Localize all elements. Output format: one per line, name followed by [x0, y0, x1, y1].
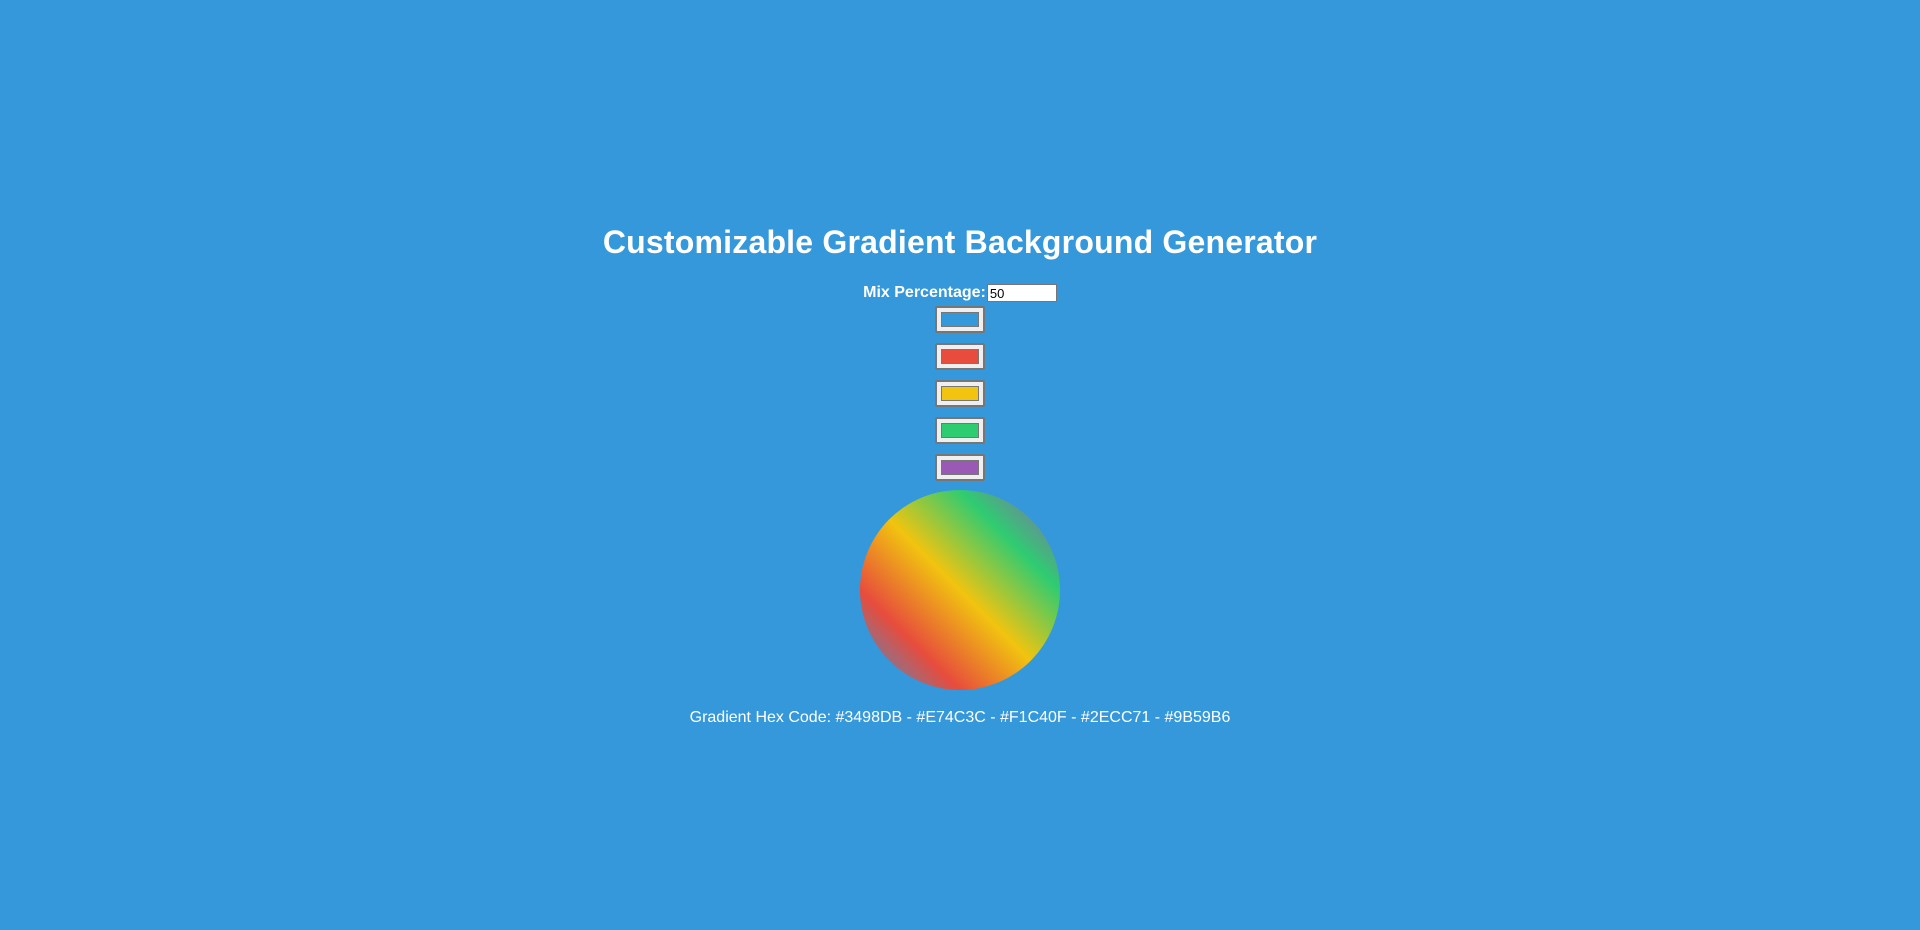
mix-percentage-label: Mix Percentage: [863, 284, 986, 301]
color-picker-2-fill [941, 349, 979, 364]
color-picker-3-fill [941, 386, 979, 401]
color-picker-1-fill [941, 312, 979, 327]
gradient-hex-code-text: Gradient Hex Code: #3498DB - #E74C3C - #… [689, 709, 1231, 726]
color-picker-4[interactable] [935, 417, 985, 444]
gradient-preview-circle [860, 490, 1060, 690]
page-title: Customizable Gradient Background Generat… [602, 224, 1318, 260]
color-picker-list [935, 306, 985, 491]
color-picker-3[interactable] [935, 380, 985, 407]
color-picker-1[interactable] [935, 306, 985, 333]
mix-percentage-input[interactable] [986, 284, 1057, 302]
color-picker-4-fill [941, 423, 979, 438]
color-picker-2[interactable] [935, 343, 985, 370]
color-picker-5[interactable] [935, 454, 985, 481]
mix-percentage-row: Mix Percentage: [863, 282, 1057, 304]
color-picker-5-fill [941, 460, 979, 475]
